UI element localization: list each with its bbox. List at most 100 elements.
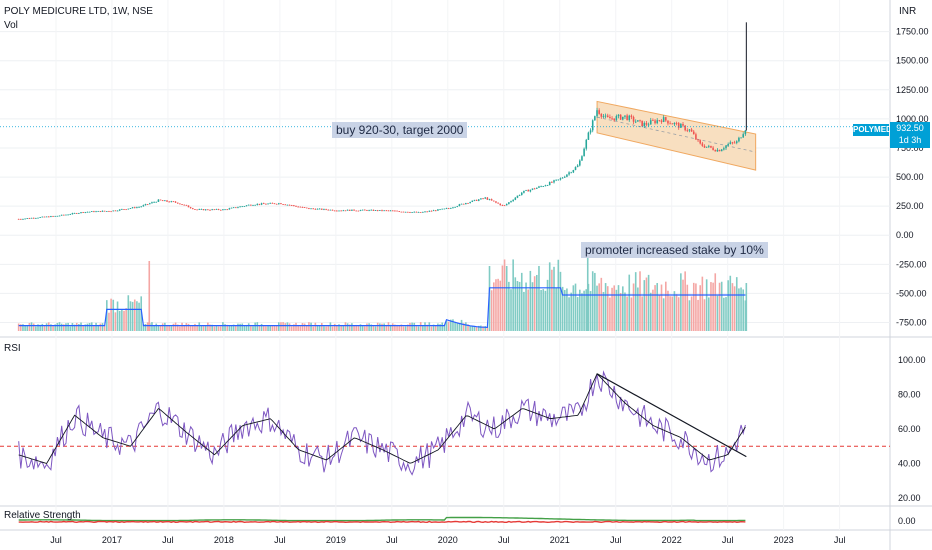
candle-body <box>432 210 435 212</box>
volume-bar <box>284 323 287 331</box>
volume-bar <box>598 283 600 331</box>
candle-body <box>705 146 708 148</box>
candle-body <box>47 216 50 218</box>
volume-bar <box>465 322 467 331</box>
volume-bar <box>735 277 738 331</box>
candle-body <box>699 140 702 144</box>
candle-body <box>293 205 295 207</box>
candle-body <box>652 120 654 121</box>
candle-body <box>181 204 183 205</box>
candle-body <box>548 181 551 186</box>
volume-bar <box>250 326 252 331</box>
buy-target-note[interactable]: buy 920-30, target 2000 <box>332 122 468 138</box>
last-price-value: 932.50 <box>896 123 924 133</box>
volume-bar <box>278 322 280 331</box>
candle-body <box>441 208 444 210</box>
candle-body <box>93 211 95 212</box>
volume-bar <box>372 325 375 331</box>
volume-bar <box>671 296 674 331</box>
volume-bar <box>654 285 656 331</box>
volume-bar <box>563 290 566 331</box>
volume-bar <box>611 287 613 331</box>
candle-body <box>108 211 110 212</box>
candle-body <box>97 210 100 212</box>
candle-body <box>286 204 289 206</box>
volume-bar <box>712 282 714 331</box>
volume-bar <box>364 326 366 331</box>
volume-bar <box>660 284 663 331</box>
candle-body <box>196 209 198 211</box>
volume-bar <box>211 324 213 331</box>
volume-bar <box>45 323 48 331</box>
volume-bar <box>490 290 493 331</box>
price-tick-label: -500.00 <box>896 288 927 298</box>
volume-bar <box>540 289 542 331</box>
volume-bar <box>39 324 41 331</box>
volume-bar <box>224 324 226 331</box>
candle-body <box>37 217 39 219</box>
candle-body <box>725 145 727 149</box>
volume-bar <box>318 325 321 331</box>
volume-bar <box>161 323 164 331</box>
candle-body <box>32 217 35 219</box>
candle-body <box>112 210 115 212</box>
candle-body <box>452 207 454 209</box>
volume-bar <box>705 279 708 331</box>
volume-bar <box>323 326 325 331</box>
candle-body <box>686 130 689 132</box>
candle-body <box>342 210 345 212</box>
candle-body <box>606 115 609 117</box>
candle-body <box>553 180 555 183</box>
volume-bar <box>185 323 188 331</box>
candle-body <box>419 212 422 213</box>
volume-bar <box>744 300 747 331</box>
volume-bar <box>308 322 310 331</box>
candle-body <box>383 210 385 212</box>
candle-body <box>508 202 510 204</box>
volume-bar <box>24 325 26 331</box>
candle-body <box>615 116 618 121</box>
candle-body <box>723 148 725 150</box>
volume-bar <box>219 326 222 331</box>
candle-body <box>611 118 613 120</box>
candle-body <box>645 123 648 125</box>
candle-body <box>465 203 467 205</box>
volume-bar <box>273 325 276 331</box>
candle-body <box>402 211 405 213</box>
volume-bar <box>374 326 377 331</box>
volume-bar <box>738 288 740 331</box>
volume-bar <box>467 324 469 331</box>
volume-bar <box>480 325 482 331</box>
volume-bar <box>58 322 61 331</box>
candle-body <box>295 205 297 207</box>
volume-bar <box>708 297 710 331</box>
candle-body <box>146 204 149 205</box>
volume-bar <box>112 299 115 331</box>
volume-spike <box>586 249 589 331</box>
time-tick-label: 2021 <box>550 535 570 545</box>
volume-bar <box>643 280 646 331</box>
volume-bar <box>269 325 272 331</box>
volume-bar <box>527 289 530 331</box>
volume-bar <box>576 297 579 331</box>
candle-body <box>297 206 299 208</box>
promoter-stake-note[interactable]: promoter increased stake by 10% <box>581 242 768 258</box>
volume-bar <box>52 326 54 331</box>
candle-body <box>523 190 525 193</box>
candle-body <box>684 125 686 131</box>
volume-bar <box>359 324 362 331</box>
volume-bar <box>652 289 654 331</box>
candle-body <box>490 199 493 201</box>
candle-body <box>639 120 641 122</box>
volume-bar <box>348 324 351 331</box>
candle-body <box>579 160 581 166</box>
price-tick-label: 250.00 <box>896 201 924 211</box>
candle-body <box>198 209 201 210</box>
candle-body <box>488 199 491 200</box>
price-tick-label: 1500.00 <box>896 56 929 66</box>
candle-body <box>359 210 362 211</box>
volume-bar <box>387 322 390 331</box>
volume-bar <box>594 272 596 331</box>
candle-body <box>17 218 20 220</box>
candle-body <box>374 210 377 211</box>
